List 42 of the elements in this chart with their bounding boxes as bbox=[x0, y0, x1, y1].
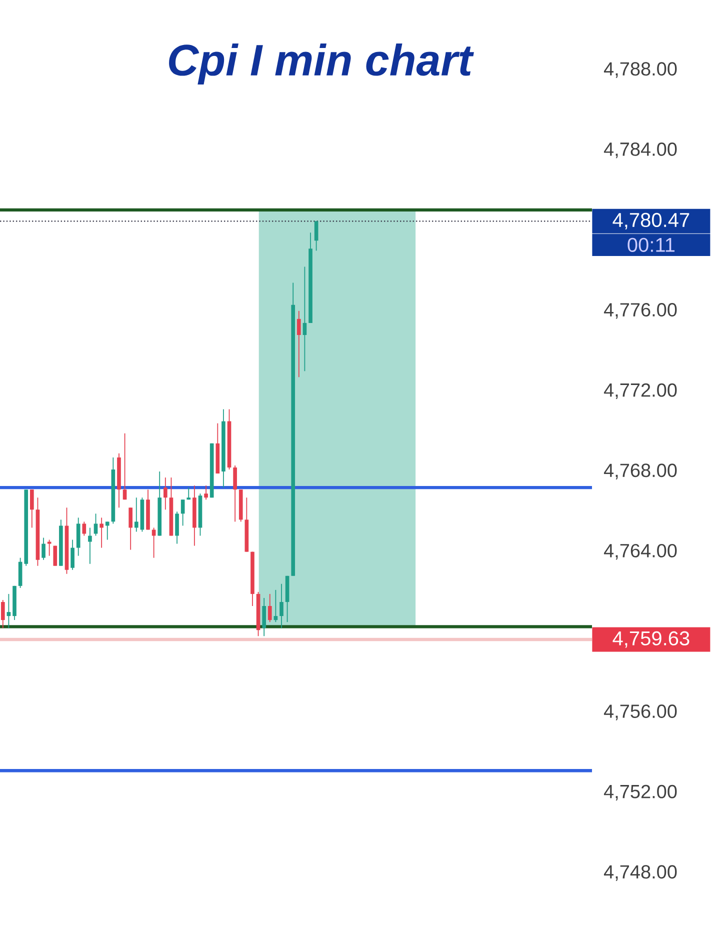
ref-line-label: 4,759.63 bbox=[612, 631, 690, 648]
candlestick bbox=[314, 220, 318, 252]
candlestick bbox=[296, 310, 301, 378]
candlestick bbox=[302, 266, 307, 372]
candlestick bbox=[94, 513, 98, 536]
candlestick bbox=[175, 511, 179, 544]
candlestick bbox=[134, 497, 138, 532]
candlestick bbox=[70, 539, 74, 570]
candlestick bbox=[233, 465, 237, 522]
y-tick-label: 4,768.00 bbox=[604, 464, 677, 480]
y-tick-label: 4,772.00 bbox=[604, 383, 677, 400]
candlestick bbox=[53, 545, 58, 566]
candlestick bbox=[180, 499, 185, 526]
candlestick bbox=[186, 487, 191, 500]
y-tick-label: 4,784.00 bbox=[604, 142, 677, 158]
candlestick bbox=[152, 527, 156, 558]
candlestick bbox=[163, 477, 168, 510]
chart-title: Cpi I min chart bbox=[169, 43, 474, 85]
y-tick-label: 4,752.00 bbox=[604, 784, 677, 801]
candlestick bbox=[204, 485, 208, 500]
candlestick bbox=[122, 432, 127, 500]
candlestick bbox=[42, 537, 46, 560]
candlestick bbox=[82, 521, 86, 536]
candlestick bbox=[0, 600, 5, 629]
text: 00:11 bbox=[628, 238, 674, 252]
y-tick-label: 4,764.00 bbox=[604, 544, 677, 560]
y-tick-label: 4,756.00 bbox=[604, 704, 677, 720]
ref-line-label: 4,780.47 bbox=[612, 212, 690, 230]
candlestick bbox=[6, 594, 11, 629]
y-tick-label: 4,748.00 bbox=[604, 865, 677, 881]
candlestick bbox=[268, 594, 272, 623]
candlestick bbox=[128, 507, 133, 550]
candlestick bbox=[274, 589, 278, 623]
candlestick bbox=[105, 521, 110, 540]
candlestick bbox=[88, 527, 92, 564]
candlestick bbox=[30, 489, 34, 528]
candlestick bbox=[100, 517, 104, 548]
candlestick bbox=[262, 598, 266, 637]
candlestick bbox=[47, 539, 52, 556]
candlestick bbox=[280, 583, 284, 629]
y-tick-label: 4,788.00 bbox=[604, 62, 677, 78]
y-tick-label: 4,776.00 bbox=[604, 303, 677, 319]
